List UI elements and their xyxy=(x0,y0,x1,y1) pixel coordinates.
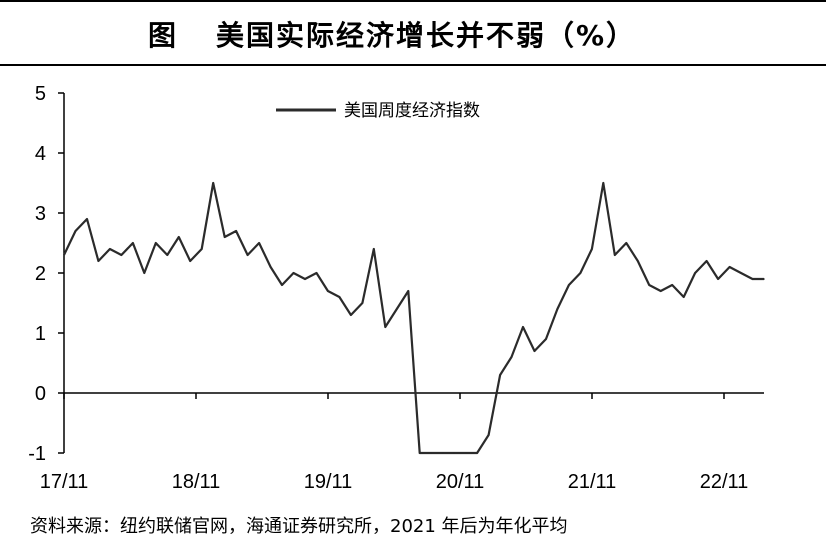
data-point xyxy=(430,452,433,454)
data-point xyxy=(728,266,731,268)
x-tick-label: 21/11 xyxy=(568,471,617,493)
data-point xyxy=(522,326,524,328)
data-point xyxy=(269,266,272,268)
data-point xyxy=(143,272,146,274)
data-point xyxy=(373,248,375,250)
data-point xyxy=(212,182,214,184)
data-point xyxy=(717,278,719,280)
data-point xyxy=(751,278,754,280)
data-point xyxy=(648,284,651,286)
data-point xyxy=(315,272,318,274)
data-point xyxy=(189,260,192,262)
data-point xyxy=(682,296,685,298)
y-tick-label: 1 xyxy=(35,323,46,345)
series-layer xyxy=(63,181,765,455)
data-point xyxy=(579,272,582,274)
data-point xyxy=(155,242,157,244)
y-tick-label: -1 xyxy=(28,443,46,465)
data-point xyxy=(694,272,696,274)
chart-axes: 5 4 3 2 1 0 -1 17/11 18/11 19/11 20/11 21/11 22/11 xyxy=(28,83,764,493)
data-point xyxy=(487,434,490,436)
data-point xyxy=(476,452,478,454)
y-tick-label: 2 xyxy=(35,263,46,285)
y-tick-label: 5 xyxy=(35,83,46,105)
data-point xyxy=(350,314,352,316)
data-point xyxy=(86,218,88,220)
line-chart: 5 4 3 2 1 0 -1 17/11 18/11 19/11 20/11 21/11 22/11 美… xyxy=(28,83,765,493)
data-point xyxy=(602,182,605,184)
figure-label: 图 xyxy=(148,19,177,52)
data-point xyxy=(464,452,467,454)
data-point xyxy=(223,236,226,238)
chart-title: 美国实际经济增长并不弱（%） xyxy=(216,19,637,52)
data-point xyxy=(177,236,180,238)
y-tick-label: 0 xyxy=(35,383,46,405)
data-point xyxy=(292,272,295,274)
data-point xyxy=(499,374,501,376)
data-point xyxy=(510,356,513,358)
x-tick-label: 22/11 xyxy=(700,471,749,493)
legend: 美国周度经济指数 xyxy=(276,101,480,121)
data-point xyxy=(763,278,765,280)
data-point xyxy=(395,308,398,310)
data-point xyxy=(625,242,628,244)
data-point xyxy=(258,242,260,244)
x-tick-label: 20/11 xyxy=(436,471,485,493)
data-point xyxy=(614,254,616,256)
data-point xyxy=(109,248,111,250)
data-point xyxy=(235,230,237,232)
data-point xyxy=(97,260,100,262)
data-point xyxy=(200,248,203,250)
data-point xyxy=(246,254,249,256)
data-point xyxy=(338,296,341,298)
data-point xyxy=(556,308,559,310)
data-point xyxy=(132,242,134,244)
data-point xyxy=(533,350,536,352)
source-note: 资料来源：纽约联储官网，海通证券研究所，2021 年后为年化平均 xyxy=(30,516,568,537)
x-tick-label: 17/11 xyxy=(40,471,89,493)
data-point xyxy=(659,290,662,292)
data-point xyxy=(361,302,364,304)
data-point xyxy=(120,254,123,256)
x-tick-label: 19/11 xyxy=(304,471,353,493)
data-point xyxy=(74,230,77,232)
data-point xyxy=(636,260,639,262)
data-point xyxy=(545,338,547,340)
series-line xyxy=(63,181,764,455)
data-point xyxy=(407,290,410,292)
data-point xyxy=(671,284,673,286)
legend-label: 美国周度经济指数 xyxy=(344,101,480,121)
data-point xyxy=(705,260,708,262)
y-tick-label: 4 xyxy=(35,143,46,165)
data-point xyxy=(384,326,387,328)
data-point xyxy=(568,284,570,286)
x-tick-label: 18/11 xyxy=(172,471,221,493)
data-point xyxy=(740,272,742,274)
data-point xyxy=(418,452,421,454)
data-point xyxy=(441,452,444,454)
title-bar: 图 美国实际经济增长并不弱（%） xyxy=(0,0,826,66)
data-point xyxy=(327,290,329,292)
data-point xyxy=(63,254,65,256)
data-point xyxy=(591,248,593,250)
data-point xyxy=(281,284,283,286)
data-point xyxy=(453,452,455,454)
data-point xyxy=(304,278,306,280)
data-point xyxy=(166,254,169,256)
y-tick-label: 3 xyxy=(35,203,46,225)
